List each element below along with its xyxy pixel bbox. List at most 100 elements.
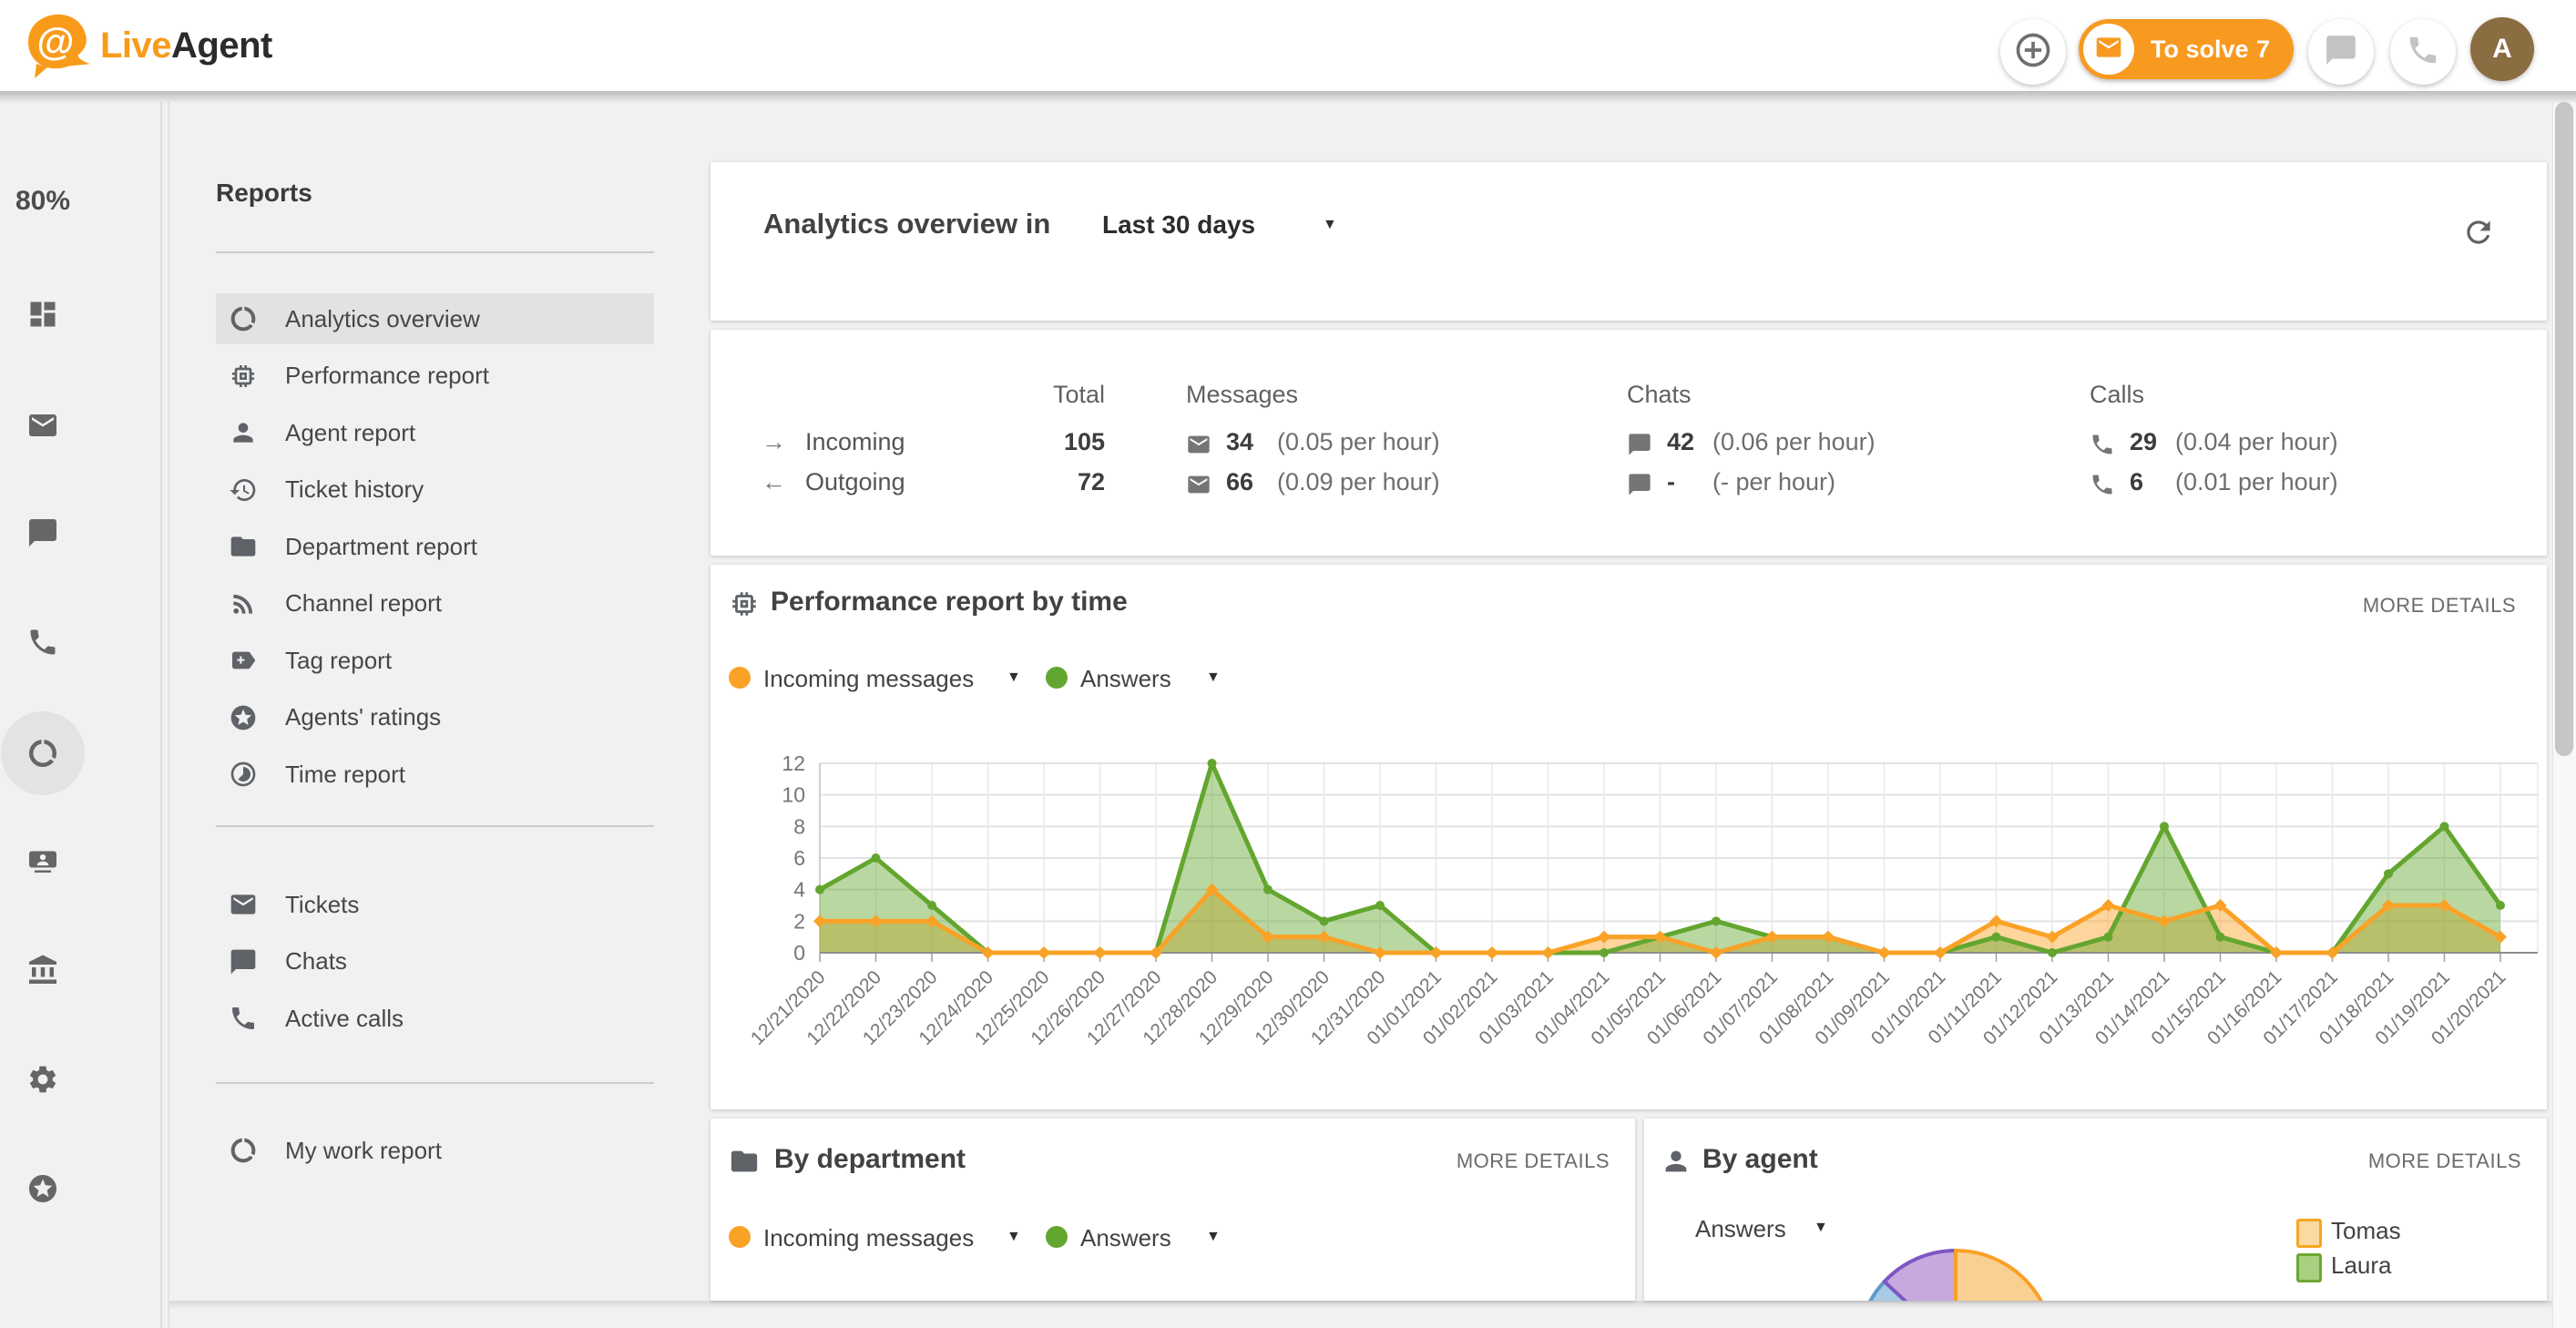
performance-chip-icon <box>729 588 760 619</box>
refresh-icon <box>2461 220 2496 253</box>
sidebar-item-performance-report[interactable]: Performance report <box>216 351 654 402</box>
chats-outgoing-rate: (- per hour) <box>1712 468 1836 495</box>
folder-icon <box>729 1146 760 1177</box>
legend-dot-answers <box>1046 1226 1068 1248</box>
mail-icon <box>229 890 258 919</box>
row-label: Incoming <box>805 428 905 455</box>
chevron-down-icon[interactable]: ▼ <box>1323 217 1337 232</box>
chevron-down-icon[interactable]: ▼ <box>1007 669 1021 685</box>
chevron-down-icon[interactable]: ▼ <box>1814 1220 1828 1235</box>
gear-icon <box>26 1063 59 1100</box>
incoming-arrow-icon: → <box>762 428 786 455</box>
legend-label-answers: Answers <box>1080 665 1171 692</box>
liveagent-bubble-icon: @ <box>28 14 90 78</box>
chat-bubble-icon <box>1627 472 1652 497</box>
messages-outgoing-rate: (0.09 per hour) <box>1277 468 1440 495</box>
sidebar-item-time-report[interactable]: Time report <box>216 749 654 800</box>
more-details-link[interactable]: MORE DETAILS <box>2367 1149 2521 1172</box>
sidebar-item-tickets[interactable]: Tickets <box>216 879 654 930</box>
chat-icon <box>229 947 258 976</box>
chevron-down-icon[interactable]: ▼ <box>1206 669 1221 685</box>
sidebar-item-tag-report[interactable]: Tag report <box>216 635 654 686</box>
rail-billing[interactable] <box>0 954 86 991</box>
svg-text:12: 12 <box>782 751 805 775</box>
avatar-initial: A <box>2492 34 2512 64</box>
sidebar-item-label: Ticket history <box>285 475 424 503</box>
chat-bubble-icon <box>2324 33 2358 72</box>
memory-icon <box>229 362 258 391</box>
chats-incoming-rate: (0.06 per hour) <box>1712 428 1876 455</box>
rail-settings[interactable] <box>0 1063 86 1100</box>
scrollbar-thumb[interactable] <box>2555 102 2573 756</box>
analytics-header-card: Analytics overview in Last 30 days ▼ <box>710 162 2547 321</box>
rail-customers[interactable] <box>0 844 86 882</box>
sidebar-item-label: My work report <box>285 1136 442 1164</box>
rail-calls[interactable] <box>0 626 86 663</box>
chat-bubble-icon <box>26 516 59 554</box>
rail-starred[interactable] <box>0 1172 86 1210</box>
sidebar-item-chats[interactable]: Chats <box>216 936 654 987</box>
sidebar-item-channel-report[interactable]: Channel report <box>216 578 654 629</box>
agent-metric-select[interactable]: Answers <box>1695 1215 1786 1242</box>
sidebar-item-active-calls[interactable]: Active calls <box>216 993 654 1044</box>
col-header-calls: Calls <box>2090 381 2145 408</box>
to-solve-count: 7 <box>2255 35 2270 63</box>
panel-divider <box>168 102 169 1328</box>
calls-incoming-rate: (0.04 per hour) <box>2175 428 2338 455</box>
liveagent-wordmark: LiveAgent <box>100 26 272 66</box>
legend-dot-answers <box>1046 667 1068 689</box>
calls-incoming: 29 <box>2130 428 2158 455</box>
svg-text:6: 6 <box>793 846 805 870</box>
performance-area-chart: 02468101212/21/202012/22/202012/23/20201… <box>747 751 2539 1049</box>
envelope-icon <box>2094 33 2123 66</box>
sidebar-item-analytics-overview[interactable]: Analytics overview <box>216 293 654 344</box>
topbar-shadow <box>0 91 2576 104</box>
star-circle-icon <box>26 1172 59 1210</box>
sidebar-item-my-work-report[interactable]: My work report <box>216 1125 654 1176</box>
legend-dot-incoming <box>729 1226 751 1248</box>
sidebar-item-agent-report[interactable]: Agent report <box>216 407 654 458</box>
calls-outgoing: 6 <box>2130 468 2144 495</box>
avatar[interactable]: A <box>2470 17 2534 81</box>
mail-icon <box>1186 472 1211 497</box>
bank-icon <box>26 954 59 991</box>
nav-divider <box>216 825 654 827</box>
legend-label-incoming: Incoming messages <box>763 1224 975 1251</box>
availability-percent: 80% <box>15 186 71 216</box>
chats-quick-button[interactable] <box>2308 19 2374 85</box>
rail-tickets[interactable] <box>0 409 86 446</box>
contact-card-icon <box>26 844 59 882</box>
svg-text:10: 10 <box>782 783 805 807</box>
chevron-down-icon[interactable]: ▼ <box>1206 1229 1221 1244</box>
sidebar-item-department-report[interactable]: Department report <box>216 521 654 572</box>
date-range-select[interactable]: Last 30 days <box>1102 210 1256 239</box>
rail-dashboard[interactable] <box>0 298 86 335</box>
add-button[interactable] <box>2000 19 2066 85</box>
liveagent-logo[interactable]: @ LiveAgent <box>24 11 272 80</box>
mail-icon <box>26 409 59 446</box>
more-details-link[interactable]: MORE DETAILS <box>2362 594 2516 617</box>
chat-bubble-icon <box>1627 432 1652 457</box>
sidebar-item-ticket-history[interactable]: Ticket history <box>216 465 654 516</box>
to-solve-button[interactable]: To solve 7 <box>2079 19 2294 79</box>
sidebar-item-label: Performance report <box>285 362 489 389</box>
calls-quick-button[interactable] <box>2390 19 2456 85</box>
rail-chats[interactable] <box>0 516 86 554</box>
svg-text:@: @ <box>37 20 75 63</box>
donut-icon <box>229 1136 258 1165</box>
rail-reports[interactable] <box>0 737 86 774</box>
sidebar-item-agents-ratings[interactable]: Agents' ratings <box>216 692 654 743</box>
refresh-button[interactable] <box>2461 215 2496 254</box>
rail-active-highlight <box>1 711 85 795</box>
mail-icon <box>1186 432 1211 457</box>
reports-panel-title: Reports <box>216 179 312 207</box>
fold-shadow <box>169 1301 2552 1310</box>
totals-card: Total Messages Chats Calls → Incoming 10… <box>710 330 2547 556</box>
legend-swatch-laura <box>2296 1253 2322 1282</box>
chevron-down-icon[interactable]: ▼ <box>1007 1229 1021 1244</box>
sidebar-item-label: Active calls <box>285 1004 404 1032</box>
dashboard-icon <box>26 298 59 335</box>
more-details-link[interactable]: MORE DETAILS <box>1456 1149 1610 1172</box>
legend-label-tomas: Tomas <box>2331 1217 2401 1244</box>
